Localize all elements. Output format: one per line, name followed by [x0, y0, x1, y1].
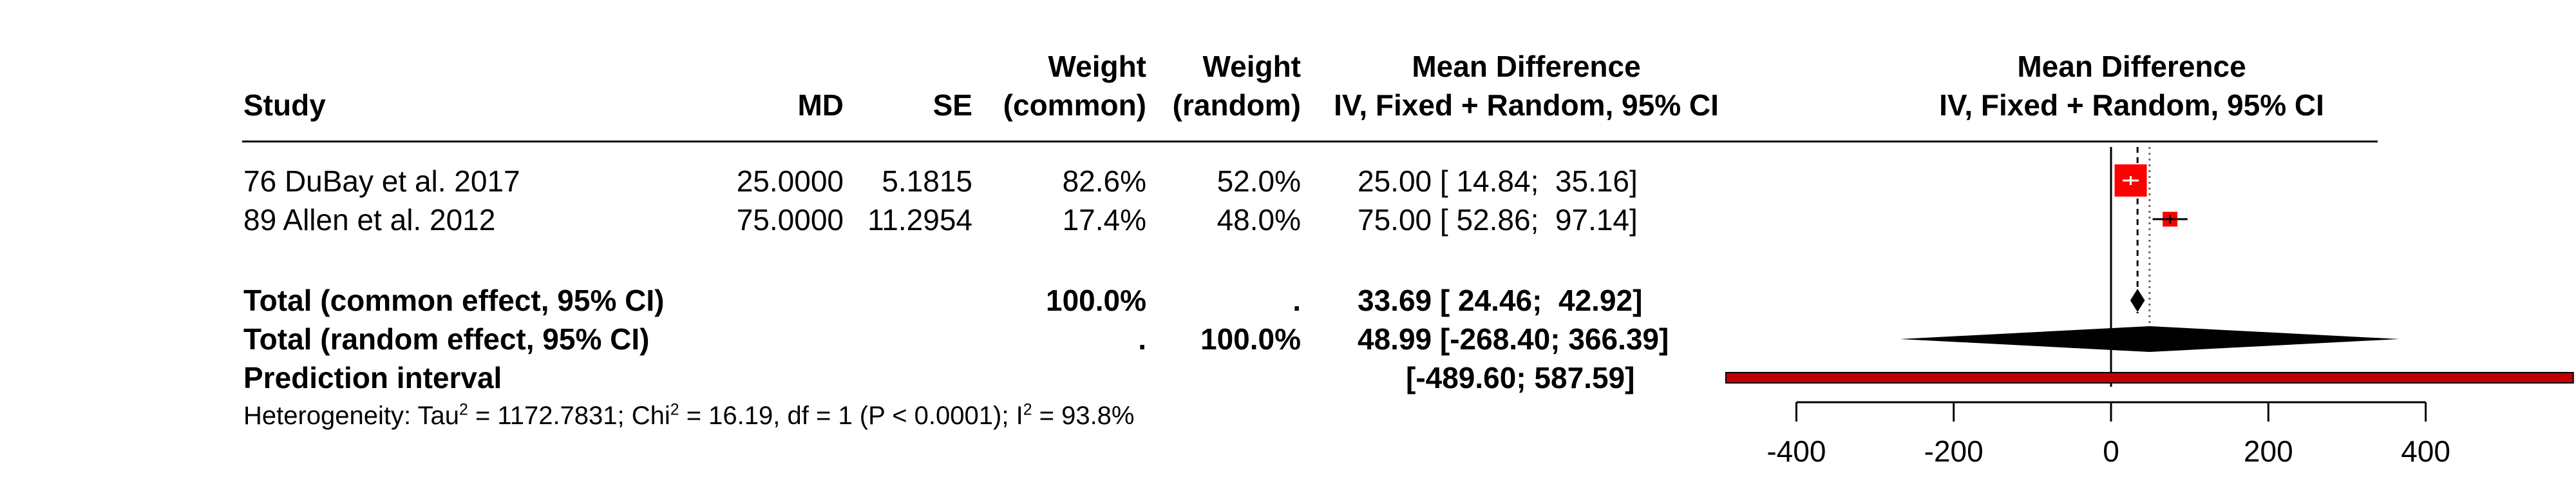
- total-common-ci: 33.69 [ 24.46; 42.92]: [1358, 284, 1643, 317]
- random-effect-diamond: [1900, 326, 2400, 352]
- study-md: 25.0000: [736, 164, 844, 198]
- het-tau-sup: 2: [459, 401, 468, 419]
- study-name: 76 DuBay et al. 2017: [243, 164, 520, 198]
- study-se: 5.1815: [882, 164, 972, 198]
- x-tick-label: -200: [1924, 434, 1984, 468]
- het-prefix: Heterogeneity: Tau: [243, 402, 460, 430]
- header-plot-2: IV, Fixed + Random, 95% CI: [1939, 88, 2324, 122]
- study-name: 89 Allen et al. 2012: [243, 203, 496, 237]
- header-effect-1: Mean Difference: [1412, 50, 1641, 83]
- het-suffix: = 93.8%: [1032, 402, 1135, 430]
- header-se: SE: [933, 88, 972, 122]
- het-i-sup: 2: [1023, 401, 1032, 419]
- header-rule: [242, 141, 2378, 142]
- header-weight-random-2: (random): [1172, 88, 1301, 122]
- prediction-ci: [-489.60; 587.59]: [1406, 361, 1635, 394]
- study-ci: 25.00 [ 14.84; 35.16]: [1358, 164, 1638, 198]
- header-weight-common-1: Weight: [1048, 50, 1146, 83]
- het-mid2: = 16.19, df = 1 (P < 0.0001); I: [679, 402, 1023, 430]
- study-weight-random: 52.0%: [1217, 164, 1301, 198]
- x-tick-label: 400: [2401, 434, 2450, 468]
- prediction-interval-bar: [1725, 372, 2574, 384]
- x-tick-label: -400: [1766, 434, 1826, 468]
- study-ci: 75.00 [ 52.86; 97.14]: [1358, 203, 1638, 237]
- study-md: 75.0000: [736, 203, 844, 237]
- x-tick-label: 200: [2244, 434, 2293, 468]
- total-common-weight-random: .: [1293, 284, 1301, 317]
- header-study: Study: [243, 88, 326, 122]
- common-effect-diamond: [2130, 289, 2145, 312]
- study-se: 11.2954: [867, 203, 972, 237]
- total-random-weight-common: .: [1138, 322, 1146, 356]
- header-plot-1: Mean Difference: [2017, 50, 2246, 83]
- study-weight-common: 82.6%: [1062, 164, 1146, 198]
- total-random-weight-random: 100.0%: [1200, 322, 1301, 356]
- prediction-label: Prediction interval: [243, 361, 502, 394]
- total-random-label: Total (random effect, 95% CI): [243, 322, 650, 356]
- heterogeneity-text: Heterogeneity: Tau2 = 1172.7831; Chi2 = …: [243, 401, 1135, 430]
- study-weight-common: 17.4%: [1062, 203, 1146, 237]
- total-common-weight-common: 100.0%: [1045, 284, 1146, 317]
- het-mid: = 1172.7831; Chi: [468, 402, 670, 430]
- het-chi-sup: 2: [670, 401, 679, 419]
- total-common-label: Total (common effect, 95% CI): [243, 284, 665, 317]
- header-weight-random-1: Weight: [1202, 50, 1301, 83]
- header-weight-common-2: (common): [1003, 88, 1146, 122]
- header-md: MD: [797, 88, 844, 122]
- header-effect-2: IV, Fixed + Random, 95% CI: [1334, 88, 1719, 122]
- study-weight-random: 48.0%: [1217, 203, 1301, 237]
- total-random-ci: 48.99 [-268.40; 366.39]: [1358, 322, 1669, 356]
- x-tick-label: 0: [2103, 434, 2119, 468]
